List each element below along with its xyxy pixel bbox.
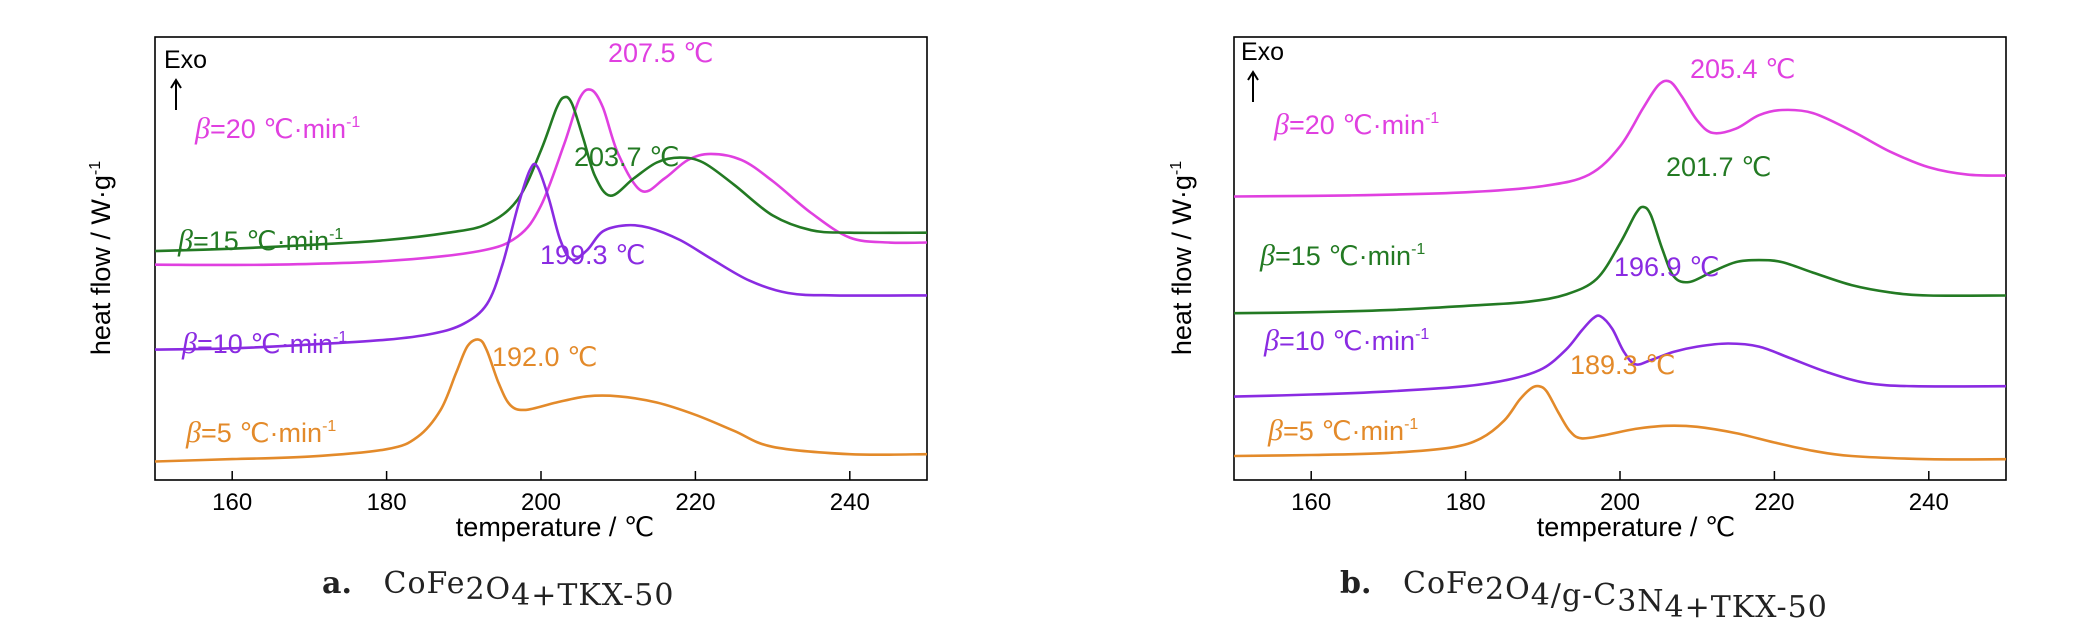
series-label-beta: β	[1259, 239, 1275, 272]
series-line-2	[1233, 205, 2007, 315]
caption-text: CoFe	[384, 566, 466, 601]
caption-text: /g-C	[1551, 578, 1617, 613]
series-label: β=20 ℃·min-1	[1273, 108, 1439, 141]
x-tick-label: 240	[830, 489, 870, 516]
x-tick-label: 180	[367, 489, 407, 516]
series-label-sup: -1	[329, 226, 343, 243]
panel-caption: b. CoFe2O4/g-C3N4+TKX-50	[1340, 566, 1828, 625]
caption-subscript: 3	[1617, 584, 1637, 619]
series-label-sup: -1	[1411, 241, 1425, 258]
series-label-sup: -1	[333, 329, 347, 346]
peak-label: 192.0 ℃	[492, 342, 597, 372]
exo-label: Exo	[1241, 38, 1284, 66]
series-label-rate: =10 ℃·min	[197, 329, 333, 359]
y-axis-label-text: heat flow / W·g	[1167, 175, 1197, 355]
series-label-beta: β	[1263, 324, 1279, 357]
series-line-4	[154, 338, 928, 463]
series-label-beta: β	[1267, 414, 1283, 447]
series-label-rate: =5 ℃·min	[201, 418, 322, 448]
caption-text: O	[1505, 572, 1531, 607]
x-tick-label: 160	[212, 489, 252, 516]
peak-label: 207.5 ℃	[608, 38, 713, 68]
series-label-rate: =20 ℃·min	[210, 114, 346, 144]
series-label-beta: β	[177, 224, 193, 257]
exo-arrowhead-icon	[170, 78, 182, 89]
series-line-4	[1233, 384, 2007, 461]
series-label-rate: =20 ℃·min	[1289, 110, 1425, 140]
y-axis-label: heat flow / W·g-1	[86, 161, 116, 355]
series-label-beta: β	[181, 327, 197, 360]
peak-label: 199.3 ℃	[540, 240, 645, 270]
caption-subscript: 4	[1665, 590, 1685, 625]
series-label-beta: β	[1273, 108, 1289, 141]
x-tick-label: 160	[1291, 489, 1331, 516]
series-label-sup: -1	[1425, 110, 1439, 127]
caption-letter: a.	[322, 566, 352, 601]
series-line-1	[1233, 79, 2007, 198]
x-axis-label: temperature / ℃	[1537, 512, 1735, 542]
x-tick-label: 220	[1754, 489, 1794, 516]
exo-label: Exo	[164, 46, 207, 74]
series-line-3	[1233, 314, 2007, 398]
x-tick-label: 180	[1446, 489, 1486, 516]
series-label: β=15 ℃·min-1	[1259, 239, 1425, 272]
caption-text: O	[486, 572, 512, 607]
series-line-3	[154, 162, 928, 351]
peak-label: 203.7 ℃	[574, 142, 679, 172]
exo-arrowhead-icon	[1247, 70, 1259, 81]
caption-subscript: 4	[1531, 578, 1551, 613]
series-label: β=10 ℃·min-1	[1263, 324, 1429, 357]
peak-label: 189.3 ℃	[1570, 350, 1675, 380]
series-label-sup: -1	[346, 114, 360, 131]
series-label-sup: -1	[1404, 416, 1418, 433]
series-label-rate: =15 ℃·min	[193, 226, 329, 256]
caption-text: +TKX-50	[1685, 590, 1828, 625]
y-axis-label-sup: -1	[87, 161, 104, 175]
series-label-rate: =10 ℃·min	[1279, 326, 1415, 356]
caption-subscript: 4	[511, 578, 531, 613]
x-tick-label: 220	[675, 489, 715, 516]
caption-text: N	[1637, 584, 1664, 619]
series-label-rate: =15 ℃·min	[1275, 241, 1411, 271]
series-label: β=15 ℃·min-1	[177, 224, 343, 257]
caption-subscript: 2	[1485, 572, 1505, 607]
y-axis-label-sup: -1	[1168, 161, 1185, 175]
caption-text: +TKX-50	[531, 578, 674, 613]
x-tick-label: 200	[521, 489, 561, 516]
panel-caption: a. CoFe2O4+TKX-50	[322, 566, 674, 613]
y-axis-label: heat flow / W·g-1	[1167, 161, 1197, 355]
chart-panel-b: 160 180 200 220 240 temperature / ℃ heat flow …	[1167, 36, 2007, 625]
x-tick-label: 240	[1909, 489, 1949, 516]
caption-letter: b.	[1340, 566, 1371, 601]
caption-subscript: 2	[465, 572, 485, 607]
series-label: β=5 ℃·min-1	[1267, 414, 1418, 447]
series-label: β=5 ℃·min-1	[185, 416, 336, 449]
x-axis-label: temperature / ℃	[456, 512, 654, 542]
series-label-beta: β	[194, 112, 210, 145]
series-label: β=20 ℃·min-1	[194, 112, 360, 145]
peak-label: 201.7 ℃	[1666, 152, 1771, 182]
x-tick-label: 200	[1600, 489, 1640, 516]
series-label-beta: β	[185, 416, 201, 449]
y-axis-label-text: heat flow / W·g	[86, 175, 116, 355]
peak-label: 196.9 ℃	[1614, 252, 1719, 282]
chart-panel-a: 160 180 200 220 240 temperature / ℃ heat flow …	[86, 36, 928, 613]
series-label: β=10 ℃·min-1	[181, 327, 347, 360]
series-line-1	[154, 88, 928, 267]
series-label-sup: -1	[322, 418, 336, 435]
series-label-rate: =5 ℃·min	[1283, 416, 1404, 446]
series-line-2	[154, 95, 928, 253]
peak-label: 205.4 ℃	[1690, 54, 1795, 84]
caption-text: CoFe	[1403, 566, 1485, 601]
series-label-sup: -1	[1415, 326, 1429, 343]
